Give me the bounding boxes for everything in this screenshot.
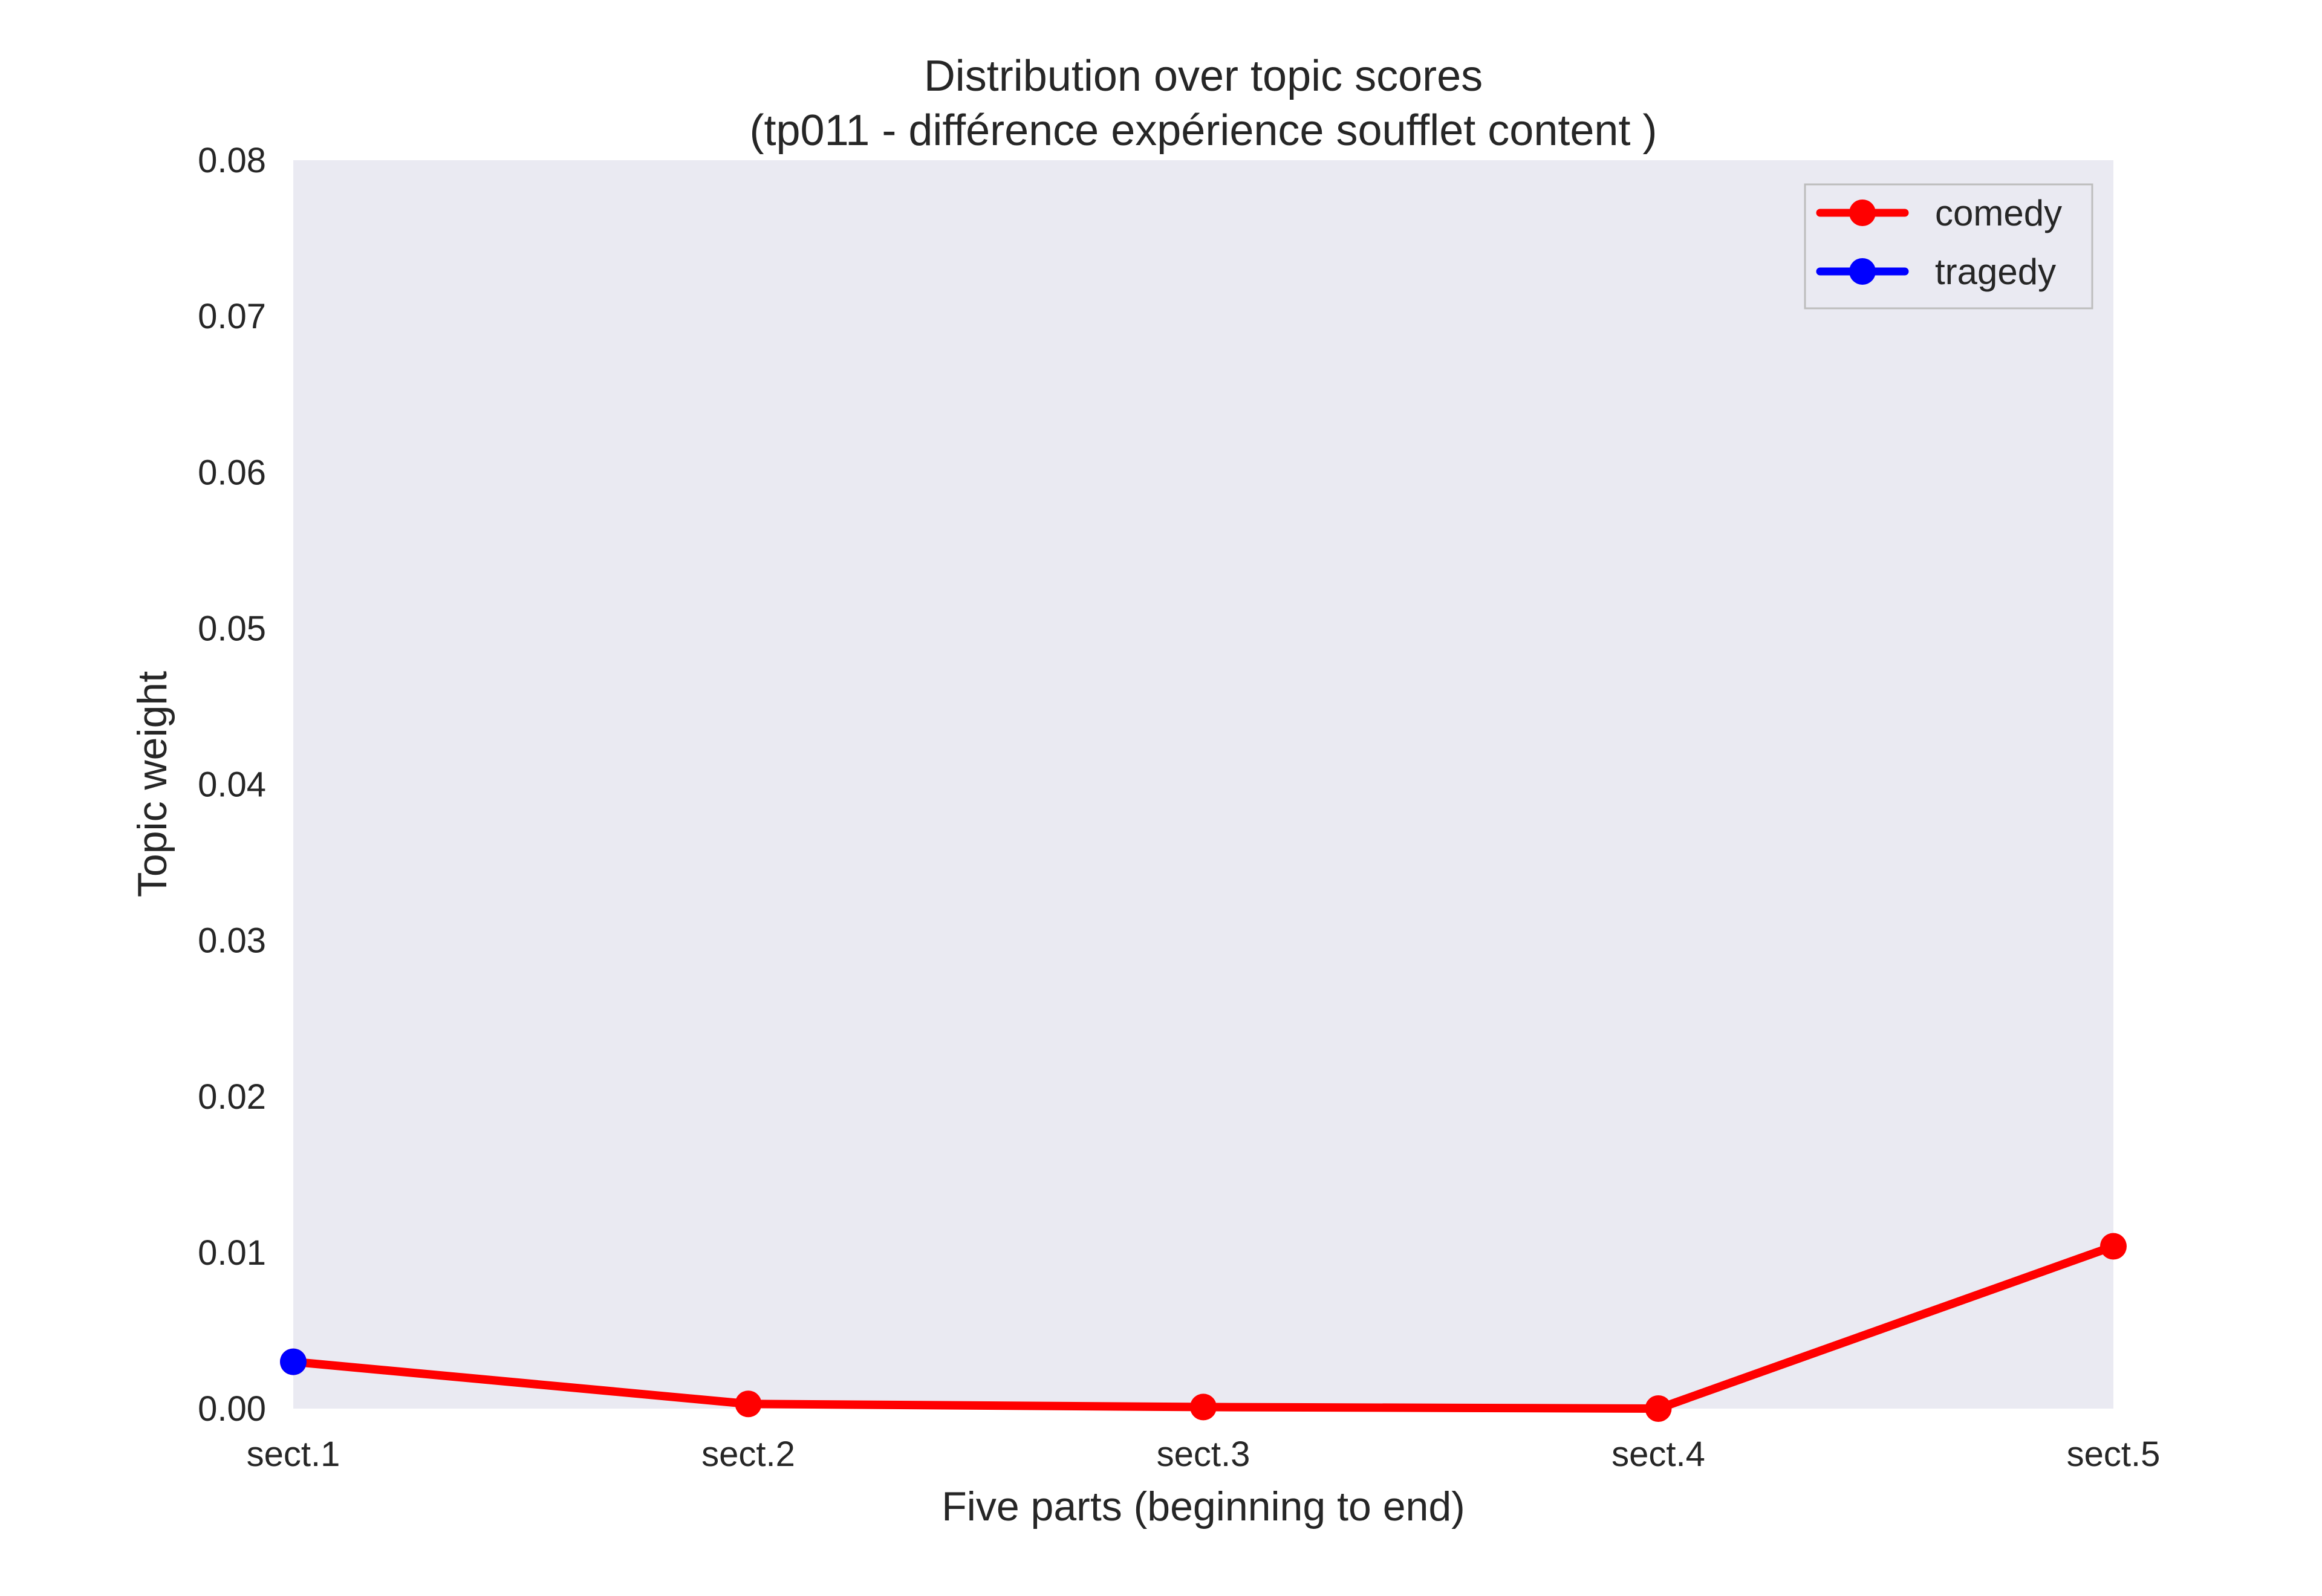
legend-label-tragedy: tragedy	[1935, 251, 2056, 292]
chart-title: Distribution over topic scores	[924, 52, 1483, 100]
data-point-comedy	[1645, 1395, 1672, 1422]
x-tick-label: sect.1	[247, 1435, 340, 1474]
data-point-comedy	[1190, 1393, 1217, 1421]
y-tick-label: 0.08	[198, 141, 266, 180]
y-axis-ticks: 0.00 0.01 0.02 0.03 0.04 0.05 0.06 0.07 0.08	[198, 141, 266, 1429]
chart-subtitle: (tp011 - différence expérience soufflet …	[750, 106, 1657, 155]
y-tick-label: 0.05	[198, 609, 266, 648]
legend: comedy tragedy	[1804, 183, 2093, 310]
y-axis-label: Topic weight	[129, 671, 175, 897]
y-tick-label: 0.07	[198, 297, 266, 336]
data-point-comedy	[2100, 1233, 2127, 1260]
series-layer	[280, 1233, 2127, 1422]
x-tick-label: sect.5	[2067, 1435, 2161, 1474]
x-tick-label: sect.3	[1157, 1435, 1250, 1474]
y-tick-label: 0.03	[198, 921, 266, 961]
data-point-comedy	[735, 1390, 762, 1418]
y-tick-label: 0.04	[198, 765, 266, 805]
plot-background	[293, 160, 2113, 1409]
y-tick-label: 0.01	[198, 1233, 266, 1273]
x-tick-label: sect.4	[1611, 1435, 1705, 1474]
x-axis-label: Five parts (beginning to end)	[941, 1484, 1465, 1529]
x-tick-label: sect.2	[701, 1435, 795, 1474]
y-tick-label: 0.06	[198, 453, 266, 492]
x-axis-ticks: sect.1 sect.2 sect.3 sect.4 sect.5	[247, 1435, 2161, 1474]
legend-label-comedy: comedy	[1935, 193, 2062, 233]
legend-marker-comedy	[1849, 199, 1876, 226]
y-tick-label: 0.00	[198, 1389, 266, 1429]
y-tick-label: 0.02	[198, 1077, 266, 1117]
data-point-tragedy	[280, 1348, 307, 1375]
legend-marker-tragedy	[1849, 258, 1876, 285]
